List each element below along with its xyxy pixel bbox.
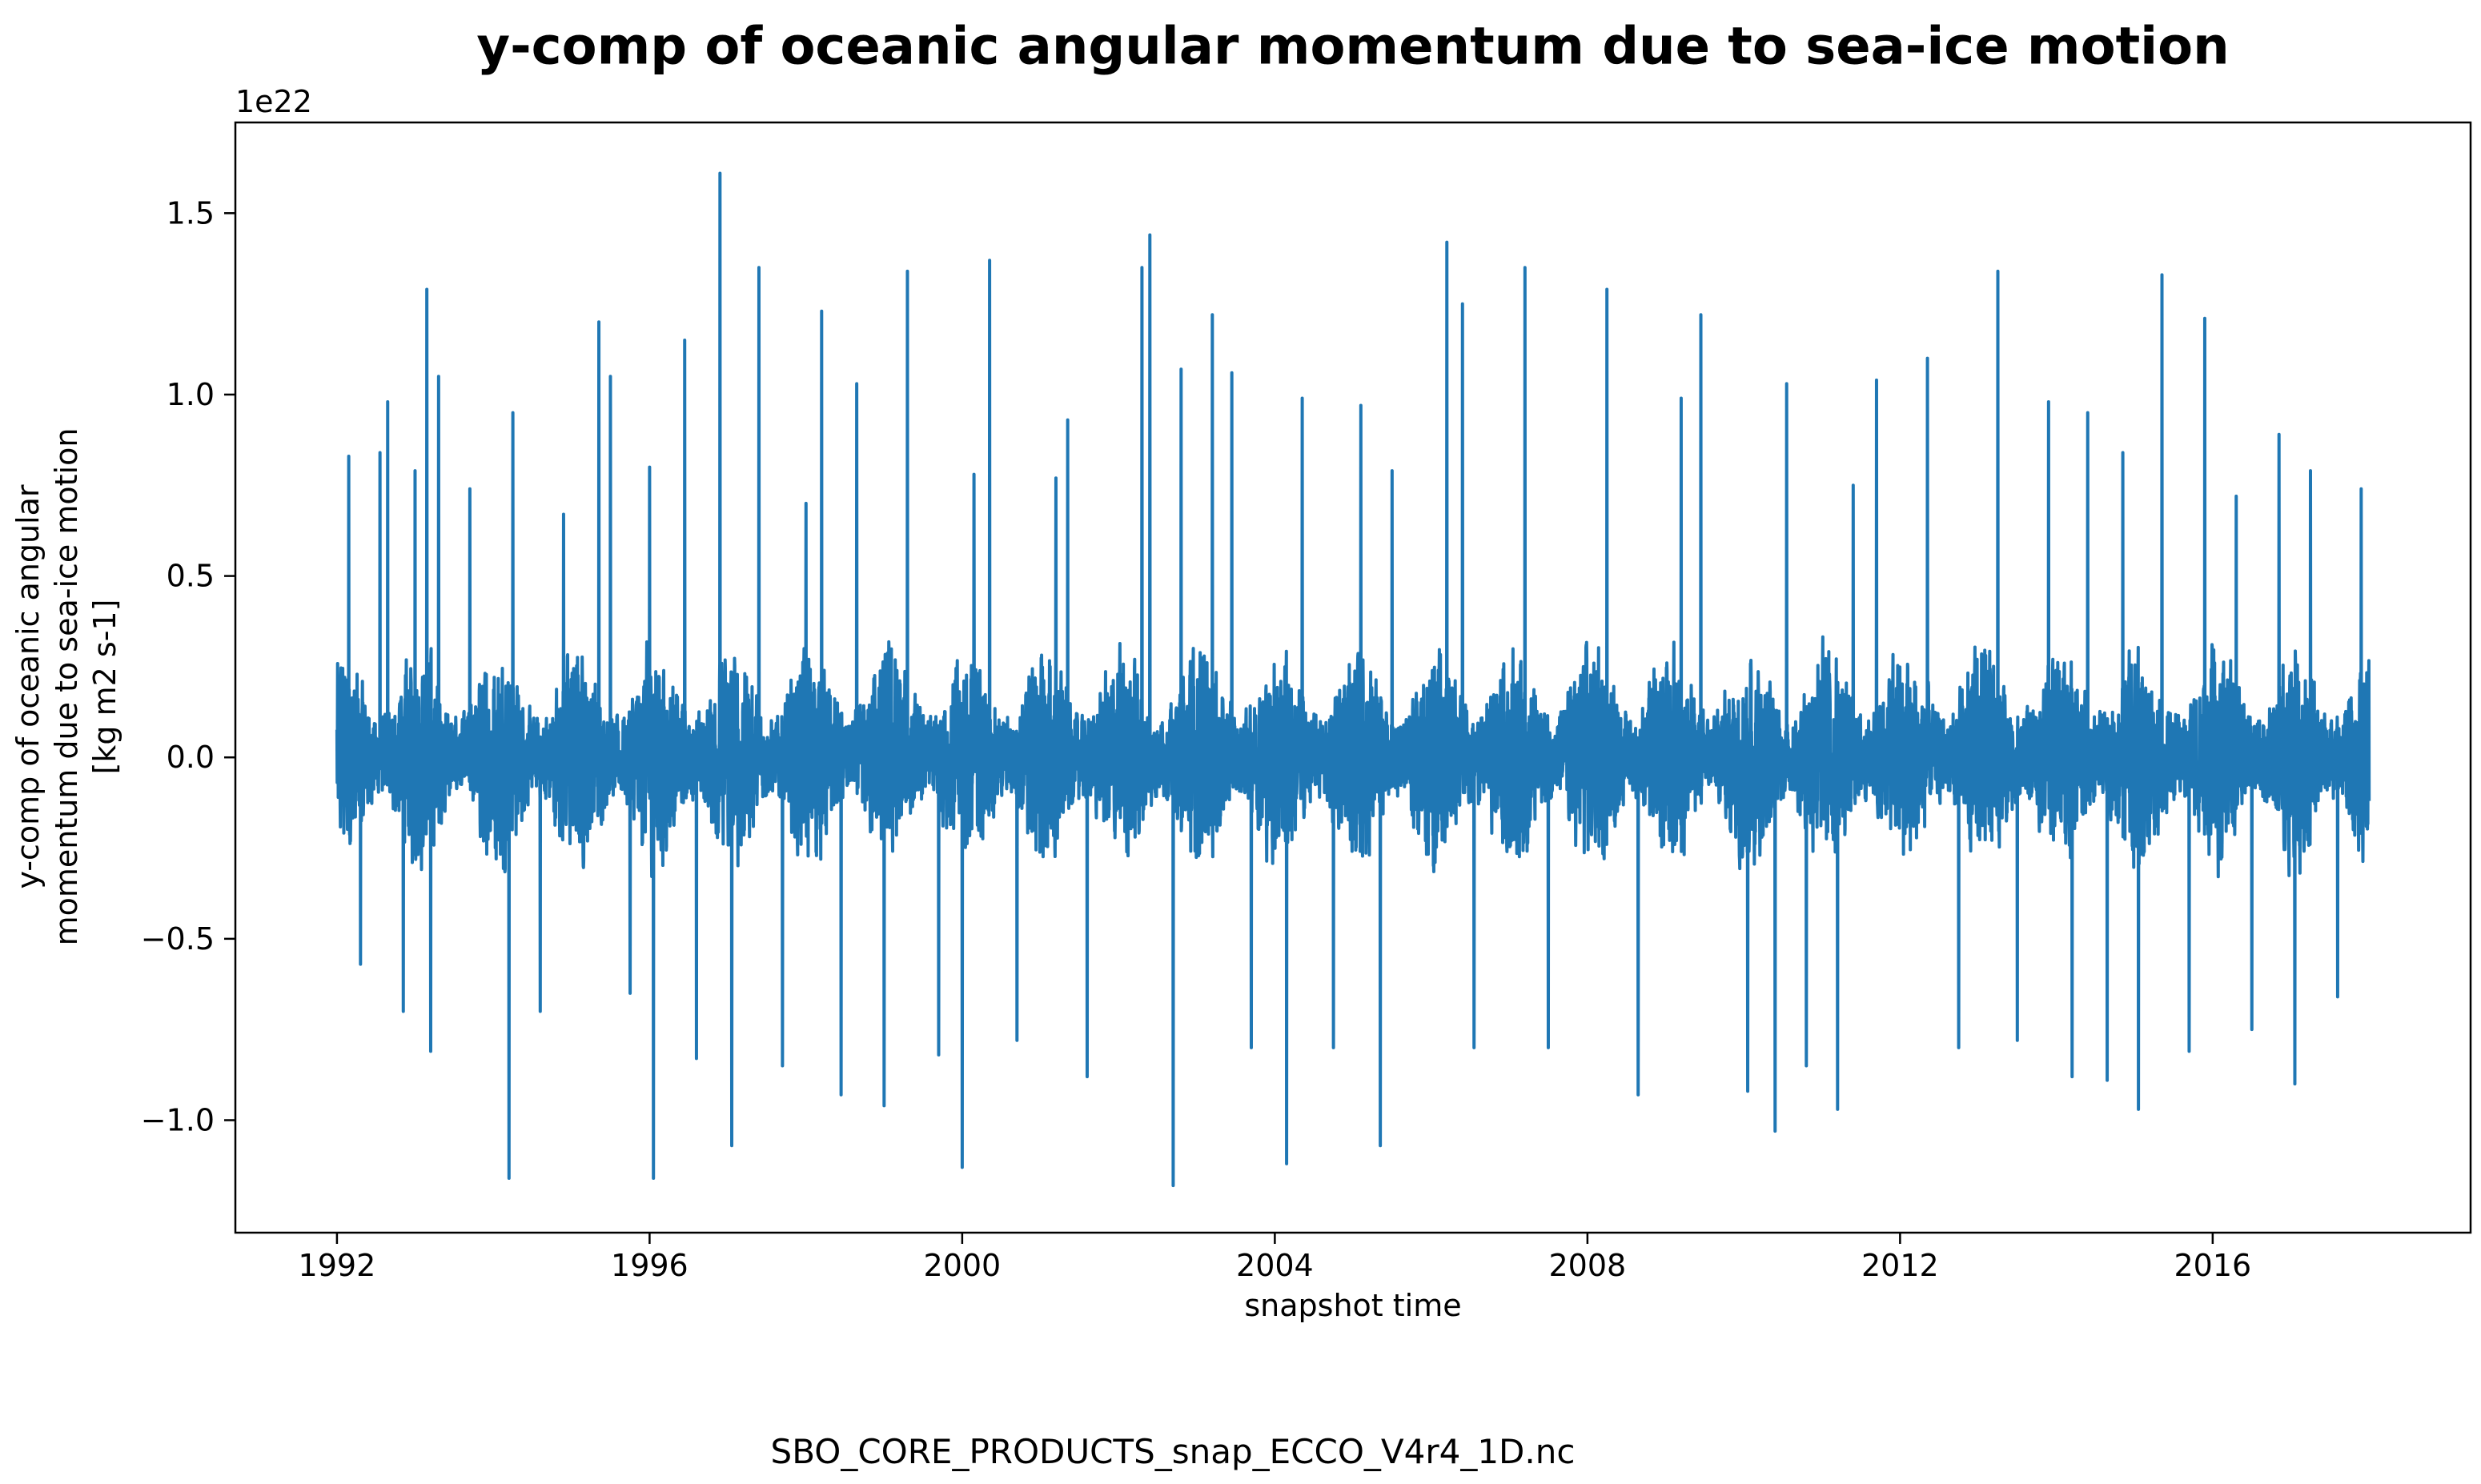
x-tick-label: 1996 xyxy=(611,1248,688,1283)
y-tick-label: −1.0 xyxy=(141,1102,215,1137)
y-axis-label: y-comp of oceanic angular momentum due t… xyxy=(10,428,122,946)
plot-area xyxy=(335,171,2371,1188)
y-tick-label: 0.5 xyxy=(167,559,215,594)
x-tick-label: 2008 xyxy=(1549,1248,1627,1283)
series-group xyxy=(335,171,2371,1188)
y-offset-label: 1e22 xyxy=(235,84,312,119)
y-axis-label-line-3: [kg m2 s-1] xyxy=(87,600,122,775)
chart-title: y-comp of oceanic angular momentum due t… xyxy=(476,18,2229,77)
x-tick-label: 1992 xyxy=(299,1248,376,1283)
x-tick-label: 2004 xyxy=(1236,1248,1314,1283)
x-tick-label: 2012 xyxy=(1861,1248,1939,1283)
y-tick-label: −0.5 xyxy=(141,921,215,957)
y-tick-label: 1.0 xyxy=(167,377,215,412)
x-tick-label: 2000 xyxy=(924,1248,1002,1283)
x-axis: 1992 1996 2000 2004 2008 2012 2016 xyxy=(299,1233,2251,1283)
y-tick-label: 1.5 xyxy=(167,195,215,231)
y-axis-label-line-1: y-comp of oceanic angular xyxy=(10,484,46,888)
series-line xyxy=(335,171,2371,1188)
y-tick-label: 0.0 xyxy=(167,740,215,775)
y-axis: −1.0 −0.5 0.0 0.5 1.0 1.5 xyxy=(141,195,235,1137)
x-tick-label: 2016 xyxy=(2174,1248,2251,1283)
plot-frame xyxy=(234,121,2472,1234)
x-axis-label: snapshot time xyxy=(1244,1288,1461,1323)
source-file-label: SBO_CORE_PRODUCTS_snap_ECCO_V4r4_1D.nc xyxy=(771,1432,1576,1471)
y-axis-label-line-2: momentum due to sea-ice motion xyxy=(49,428,84,946)
